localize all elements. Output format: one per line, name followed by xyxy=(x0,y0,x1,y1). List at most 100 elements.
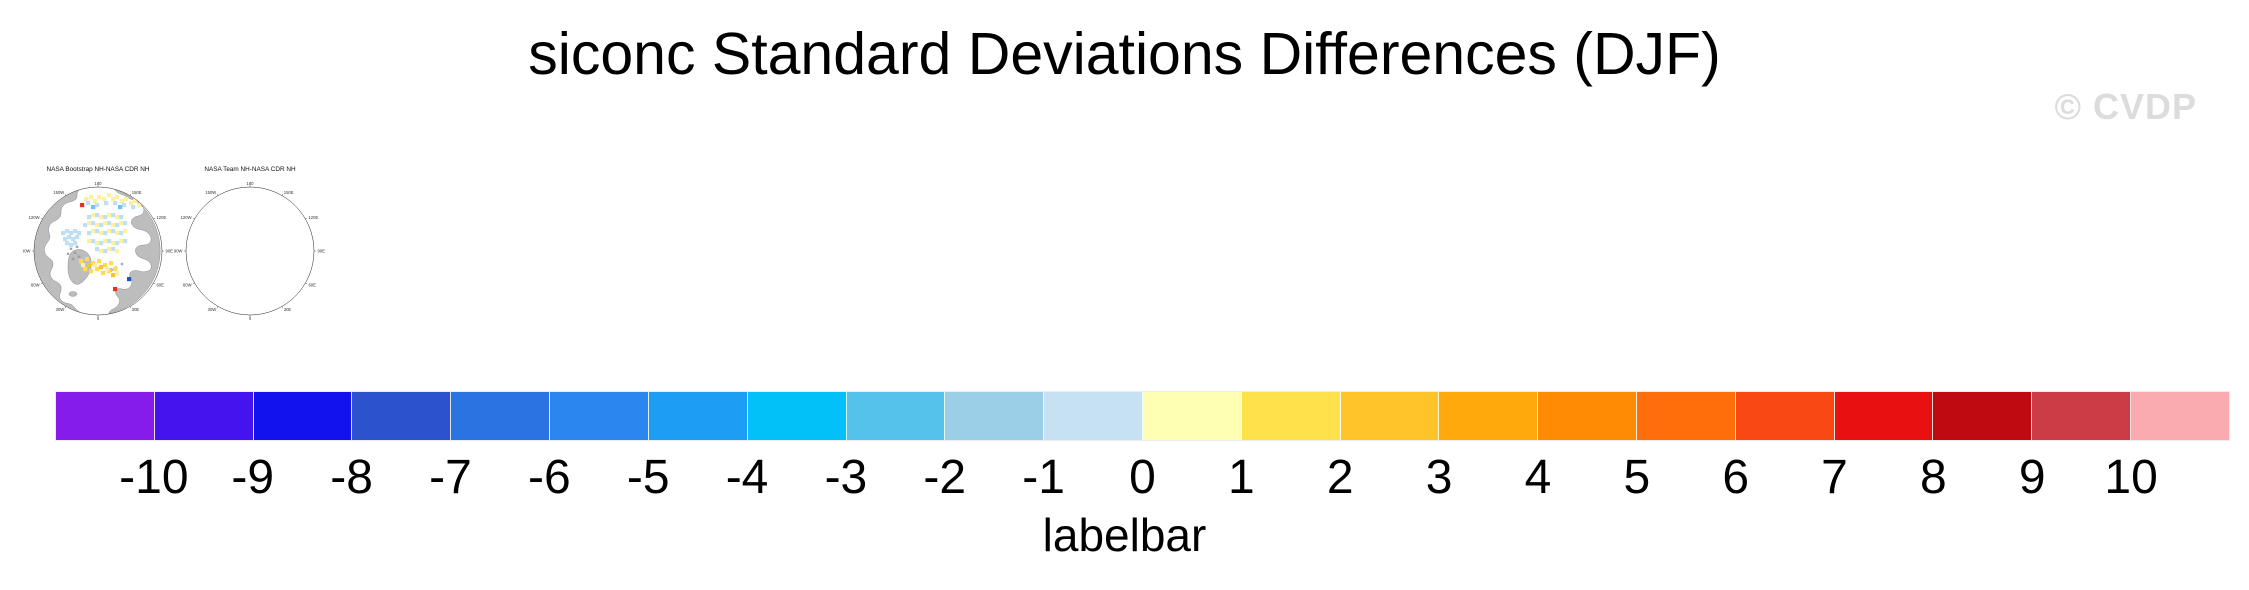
longitude-tick xyxy=(305,282,308,285)
map-cell xyxy=(273,267,277,271)
labelbar-segment xyxy=(1241,392,1341,440)
labelbar-tick-labels: -10 -9 -8 -7 -6 -5 -4 -3 -2 -1 0 1 2 3 4 5 6 7 8 9 10 xyxy=(55,450,2230,504)
map-cell xyxy=(237,193,241,197)
map-cell xyxy=(111,197,116,202)
map-cell xyxy=(279,201,283,205)
map-cell xyxy=(124,197,129,202)
labelbar-tick: -3 xyxy=(824,451,868,504)
map-cell xyxy=(285,245,289,249)
map-cell xyxy=(285,203,289,207)
map-cell xyxy=(261,221,265,225)
map-cell xyxy=(119,239,124,244)
longitude-tick xyxy=(64,193,67,196)
map-cell xyxy=(93,263,98,268)
map-cell xyxy=(103,263,108,268)
map-cell xyxy=(69,231,74,236)
map-cell xyxy=(285,237,289,241)
longitude-label: 30E xyxy=(132,307,140,312)
longitude-label: 120E xyxy=(156,215,166,220)
map-cell xyxy=(99,223,104,228)
longitude-tick xyxy=(305,217,308,220)
labelbar-segment xyxy=(2032,392,2132,440)
map-cell xyxy=(211,267,215,271)
longitude-label: 120W xyxy=(181,215,192,220)
map-cell xyxy=(221,277,225,281)
map-cell xyxy=(241,201,245,205)
map-cell xyxy=(281,239,285,243)
map-cell xyxy=(118,205,123,210)
longitude-tick xyxy=(281,193,284,196)
map-cell xyxy=(115,195,120,200)
map-cell xyxy=(269,237,273,241)
longitude-label: 180 xyxy=(95,181,103,186)
map-cell xyxy=(231,245,235,249)
labelbar-tick: 6 xyxy=(1722,451,1750,504)
map-cell xyxy=(257,245,261,249)
labelbar-segment xyxy=(747,392,847,440)
map-cell xyxy=(277,233,281,237)
map-cell xyxy=(115,231,120,236)
longitude-label: 90W xyxy=(23,249,31,254)
longitude-label: 30W xyxy=(56,307,65,312)
map-cell xyxy=(111,213,116,218)
map-cell xyxy=(63,237,68,242)
map-cell xyxy=(269,249,273,253)
labelbar-segment xyxy=(846,392,946,440)
labelbar-tick: 4 xyxy=(1524,451,1552,504)
labelbar-tick: -2 xyxy=(923,451,967,504)
map-cell xyxy=(269,215,273,219)
longitude-tick xyxy=(40,217,43,220)
labelbar-segment xyxy=(253,392,353,440)
map-cell xyxy=(107,229,112,234)
map-cell xyxy=(87,215,92,220)
labelbar-segment xyxy=(1142,392,1242,440)
map-cell xyxy=(111,241,116,246)
longitude-tick xyxy=(192,217,195,220)
map-cell xyxy=(75,235,80,240)
anomaly-cells xyxy=(61,193,142,292)
labelbar-color-strip xyxy=(55,391,2230,441)
map-cell xyxy=(115,271,120,276)
labelbar-segment xyxy=(648,392,748,440)
map-cell xyxy=(99,215,104,220)
map-cell xyxy=(95,247,100,252)
map-cell xyxy=(103,215,108,220)
map-cell xyxy=(93,199,98,204)
map-cell xyxy=(87,221,92,226)
map-cell xyxy=(257,267,261,271)
map-cell xyxy=(261,253,265,257)
map-cell xyxy=(95,241,100,246)
longitude-label: 30E xyxy=(284,307,292,312)
anomaly-cells xyxy=(211,189,293,293)
longitude-label: 0 xyxy=(97,316,100,321)
map-cell xyxy=(239,189,243,193)
map-cell xyxy=(113,287,118,292)
map-cell xyxy=(265,217,269,221)
map-cell xyxy=(69,243,74,248)
map-cell xyxy=(99,241,104,246)
map-cell xyxy=(289,263,293,267)
map-cell xyxy=(277,253,281,257)
map-cell xyxy=(115,241,120,246)
map-cell xyxy=(273,245,277,249)
longitude-tick xyxy=(192,282,195,285)
longitude-tick xyxy=(281,306,284,309)
map-cell xyxy=(133,199,138,204)
map-cell xyxy=(77,231,82,236)
labelbar-segment xyxy=(154,392,254,440)
map-cell xyxy=(119,215,124,220)
map-cell xyxy=(223,245,227,249)
map-cell xyxy=(269,205,273,209)
map-cell xyxy=(97,195,102,200)
labelbar-title: labelbar xyxy=(1042,509,1207,561)
map-cell xyxy=(107,247,112,252)
longitude-label: 60W xyxy=(31,282,40,287)
map-cell xyxy=(113,267,118,272)
longitude-tick xyxy=(40,282,43,285)
labelbar-tick: -10 xyxy=(119,451,189,504)
map-cell xyxy=(257,231,261,235)
longitude-label: 60E xyxy=(308,282,316,287)
longitude-tick xyxy=(129,306,132,309)
map-cell xyxy=(85,257,90,262)
